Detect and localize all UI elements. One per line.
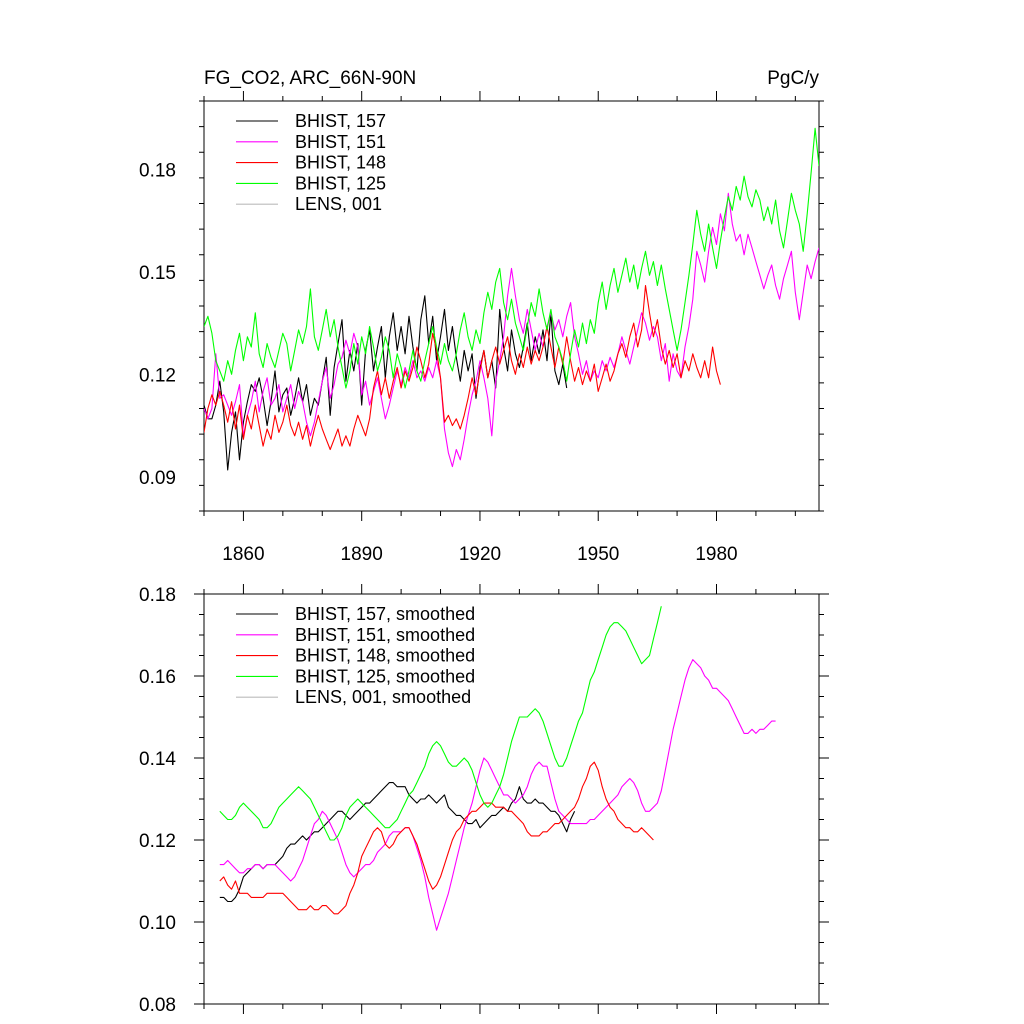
series-line-0	[204, 295, 568, 471]
legend-label: BHIST, 125	[295, 173, 386, 193]
chart-title: FG_CO2, ARC_66N-90N	[204, 68, 416, 89]
series-line-3	[204, 127, 819, 389]
legend-label: BHIST, 157	[295, 111, 386, 131]
y-tick-label: 0.16	[139, 667, 176, 688]
panel-top: 1860 1890 1920 1950 1980 0.09 0.12 0.15 0.18 FG_C…	[139, 68, 824, 565]
y-tick-label: 0.14	[139, 749, 176, 770]
x-tick-label: 1920	[459, 544, 501, 565]
y-tick-label: 0.08	[139, 995, 176, 1016]
series-line-2	[219, 761, 654, 915]
legend-label: BHIST, 148, smoothed	[295, 646, 475, 666]
x-tick-label: 1860	[222, 544, 264, 565]
legend-label: BHIST, 151	[295, 132, 386, 152]
x-tick-label: 1890	[341, 544, 383, 565]
series-line-1	[219, 659, 776, 931]
x-tick-label: 1950	[577, 544, 619, 565]
x-tick-label: 1980	[695, 544, 737, 565]
series-group	[219, 606, 776, 931]
y-tick-label: 0.12	[139, 831, 176, 852]
legend-label: BHIST, 151, smoothed	[295, 625, 475, 645]
chart-units: PgC/y	[767, 68, 819, 89]
series-line-0	[219, 782, 576, 903]
y-tick-label: 0.10	[139, 913, 176, 934]
y-tick-label: 0.15	[139, 263, 176, 284]
y-tick-label: 0.09	[139, 468, 176, 489]
panel-bottom: 0.08 0.10 0.12 0.14 0.16 0.18 BHIST, 157, smoo…	[139, 584, 829, 1016]
series-line-2	[204, 284, 721, 451]
y-tick-label: 0.18	[139, 160, 176, 181]
legend-label: BHIST, 125, smoothed	[295, 666, 475, 686]
y-tick-label: 0.18	[139, 585, 176, 606]
series-line-1	[204, 192, 819, 468]
legend-label: BHIST, 157, smoothed	[295, 604, 475, 624]
legend-label: BHIST, 148	[295, 153, 386, 173]
legend-label: LENS, 001, smoothed	[295, 687, 471, 707]
series-line-3	[219, 606, 662, 841]
series-group	[204, 127, 819, 471]
y-tick-label: 0.12	[139, 365, 176, 386]
legend-label: LENS, 001	[295, 194, 382, 214]
